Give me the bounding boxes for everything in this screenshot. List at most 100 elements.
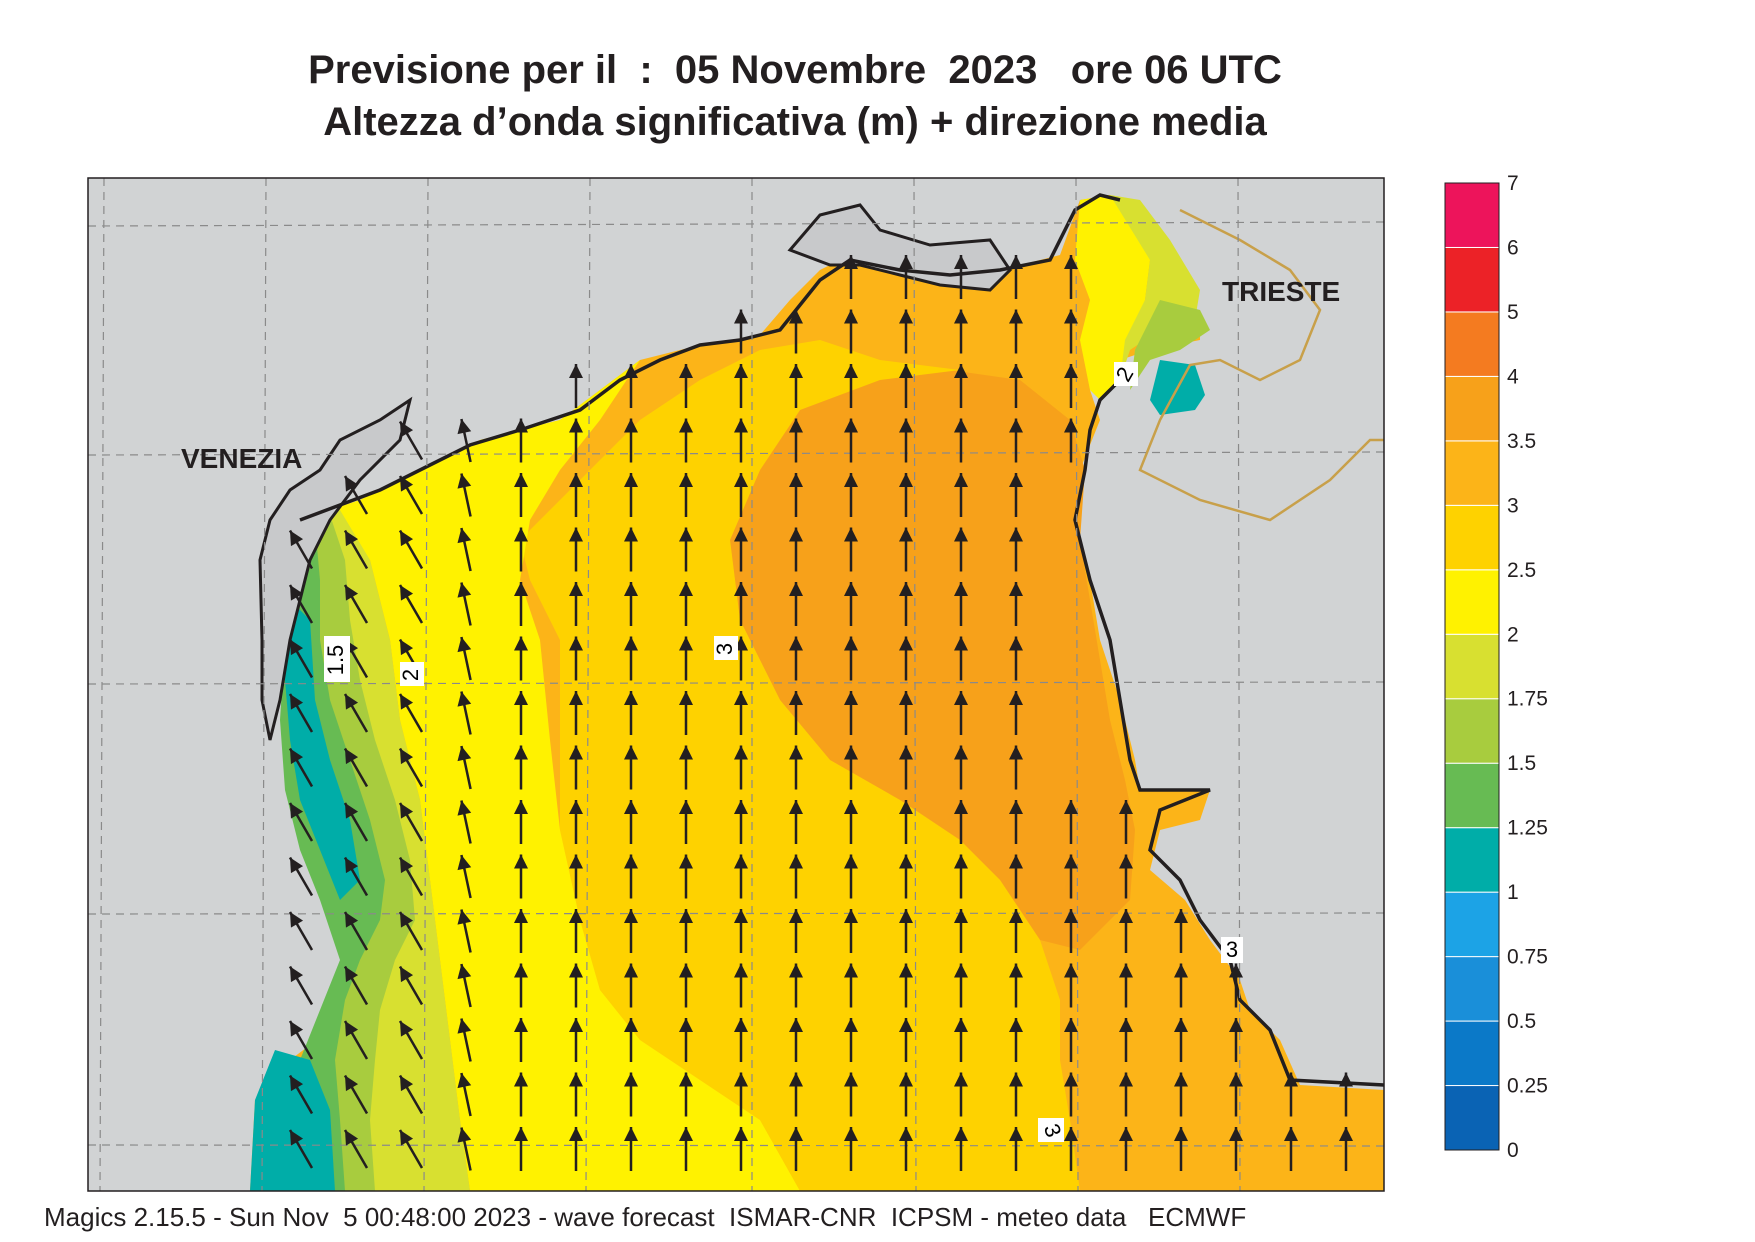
wave-direction-arrowhead [1009, 800, 1023, 814]
wave-direction-arrowhead [734, 364, 748, 378]
wave-direction-arrowhead [624, 364, 638, 378]
wave-direction-arrowhead [1174, 1127, 1188, 1141]
map-title-line2: Altezza d’onda significativa (m) + direz… [323, 100, 1267, 144]
wave-direction-arrowhead [1009, 1127, 1023, 1141]
wave-direction-arrowhead [734, 800, 748, 814]
contour-label-5: 3 [1038, 1118, 1066, 1142]
zone-trieste-green [1110, 195, 1200, 380]
wave-direction-arrowhead [954, 309, 968, 324]
wave-direction-arrowhead [844, 963, 858, 978]
wave-direction-arrowhead [789, 800, 803, 814]
wave-direction-arrowhead [624, 963, 638, 978]
wave-direction-arrowhead [569, 1072, 583, 1087]
wave-direction-arrowhead [899, 527, 913, 542]
wave-direction-arrowhead [954, 636, 968, 651]
wave-direction-arrowhead [345, 802, 359, 819]
legend-label: 1.25 [1507, 817, 1548, 840]
wave-direction-arrowhead [569, 418, 583, 433]
wave-direction-arrowhead [1284, 1127, 1298, 1141]
wave-direction-arrowhead [1064, 800, 1078, 814]
footer-credits: Magics 2.15.5 - Sun Nov 5 00:48:00 2023 … [44, 1202, 1247, 1232]
wave-direction-arrowhead [624, 527, 638, 542]
wave-direction-arrowhead [789, 309, 803, 324]
wave-direction-arrowhead [844, 1127, 858, 1141]
legend-swatch [1444, 504, 1500, 571]
wave-direction-arrowhead [679, 527, 693, 542]
wave-direction-arrowhead [844, 854, 858, 869]
wave-direction-arrowhead [1009, 364, 1023, 378]
wave-direction-arrowhead [1064, 255, 1078, 269]
map-title-line1: Previsione per il : 05 Novembre 2023 ore… [308, 48, 1282, 92]
wave-direction-arrowhead [1009, 636, 1023, 651]
wave-direction-arrowhead [290, 1129, 304, 1146]
wave-direction-arrowhead [569, 854, 583, 869]
wave-direction-arrowhead [844, 364, 858, 378]
legend-label: 0.5 [1507, 1010, 1536, 1033]
wave-direction-arrowhead [514, 473, 528, 487]
legend-swatch [1444, 1085, 1500, 1151]
wave-direction-arrowhead [400, 693, 414, 710]
wave-direction-arrowhead [734, 854, 748, 869]
wave-direction-arrowhead [624, 636, 638, 651]
wave-direction-arrowhead [789, 582, 803, 596]
wave-direction-arrowhead [514, 418, 528, 433]
wave-direction-arrowhead [1119, 1127, 1133, 1141]
wave-direction-arrowhead [457, 527, 472, 544]
wave-direction-arrowhead [844, 691, 858, 705]
contour-label-4: 3 [1221, 937, 1243, 963]
wave-direction-arrowhead [734, 691, 748, 705]
wave-direction-arrowhead [1009, 1018, 1023, 1032]
wave-direction-arrowhead [400, 802, 414, 819]
wave-direction-arrowhead [1009, 745, 1023, 760]
legend-swatch [1444, 891, 1500, 958]
wave-direction-arrowhead [954, 582, 968, 596]
wave-direction-arrowhead [734, 1072, 748, 1087]
wave-direction-arrowhead [457, 909, 472, 925]
wave-direction-arrowhead [899, 255, 913, 269]
wave-direction-arrowhead [400, 1020, 414, 1037]
zone-trieste-yellow [1075, 195, 1150, 400]
svg-text:1.5: 1.5 [323, 645, 348, 676]
wave-direction-arrowhead [1009, 691, 1023, 705]
wave-direction-arrowhead [514, 909, 528, 923]
wave-direction-arrowhead [899, 854, 913, 869]
wave-direction-arrowhead [679, 800, 693, 814]
legend-label: 5 [1507, 301, 1519, 324]
wave-direction-arrowhead [345, 530, 359, 547]
wave-direction-arrowhead [1064, 418, 1078, 433]
wave-direction-arrowhead [514, 1072, 528, 1087]
wave-direction-arrowhead [899, 1127, 913, 1141]
wave-direction-arrowhead [1174, 1072, 1188, 1087]
wave-direction-arrowhead [1229, 1018, 1243, 1032]
wave-direction-arrowhead [1119, 909, 1133, 923]
wave-direction-arrowhead [789, 527, 803, 542]
wave-direction-arrowhead [1064, 1072, 1078, 1087]
zone-3-5-4 [730, 370, 1135, 950]
wave-direction-arrowhead [899, 309, 913, 324]
wave-direction-arrowhead [1009, 473, 1023, 487]
wave-direction-arrowhead [400, 1075, 414, 1092]
wave-direction-arrowhead [514, 1018, 528, 1032]
legend-label: 1.5 [1507, 752, 1536, 775]
wave-direction-arrowhead [345, 1075, 359, 1092]
wave-direction-arrowhead [1009, 527, 1023, 542]
wave-direction-arrowhead [844, 909, 858, 923]
wave-direction-arrowhead [1229, 963, 1243, 978]
wave-direction-arrowhead [1064, 309, 1078, 324]
wave-direction-arrowhead [569, 582, 583, 596]
wave-direction-arrowhead [1009, 582, 1023, 596]
svg-text:3: 3 [1226, 937, 1238, 962]
wave-direction-arrowhead [954, 473, 968, 487]
zone-trieste-lgreen [1130, 300, 1210, 390]
wave-direction-arrowhead [899, 691, 913, 705]
wave-direction-arrowhead [734, 1018, 748, 1032]
wave-direction-arrowhead [954, 1127, 968, 1141]
wave-direction-arrowhead [844, 800, 858, 814]
wave-direction-arrowhead [899, 582, 913, 596]
wave-direction-arrowhead [734, 473, 748, 487]
wave-direction-arrowhead [345, 693, 359, 710]
wave-direction-arrowhead [624, 854, 638, 869]
wave-direction-arrowhead [345, 857, 359, 874]
place-label-venezia: VENEZIA [181, 443, 302, 474]
